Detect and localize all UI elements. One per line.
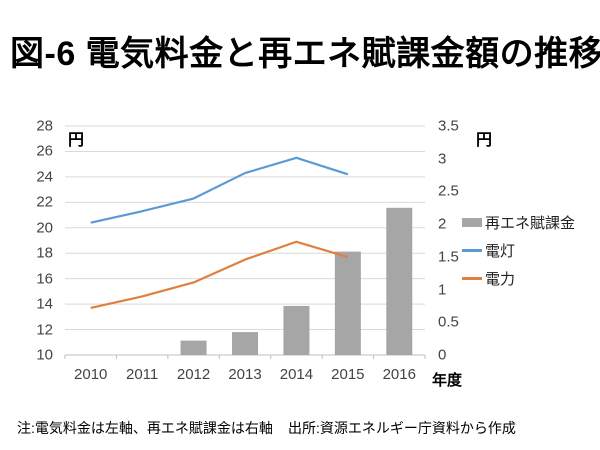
legend-item-power: 電力 <box>462 264 575 292</box>
left-axis-unit-label: 円 <box>68 132 85 149</box>
bar-2015 <box>334 251 361 355</box>
axis-note: 注:電気料金は左軸、再エネ賦課金は右軸 <box>17 420 273 436</box>
line-series <box>90 240 349 310</box>
legend-label-power: 電力 <box>485 270 516 288</box>
x-axis-tick-label: 2016 <box>382 366 416 383</box>
right-axis-tick-label: 0 <box>438 346 447 364</box>
figure-title: 図-6 電気料金と再エネ賦課金額の推移 <box>10 35 600 73</box>
x-axis-title: 年度 <box>432 372 463 389</box>
x-axis-tick-label: 2012 <box>176 366 211 383</box>
legend-item-lighting: 電灯 <box>462 236 575 264</box>
bar-swatch-icon <box>462 217 482 227</box>
left-axis-tick-label: 18 <box>36 244 53 262</box>
legend-item-surcharge: 再エネ賦課金 <box>462 208 575 236</box>
left-axis-tick-label: 10 <box>36 346 53 364</box>
x-axis-tick-label: 2010 <box>74 366 108 383</box>
right-axis-tick-label: 0.5 <box>438 313 459 331</box>
line-swatch-icon <box>462 276 482 280</box>
right-axis-tick-label: 3.5 <box>438 117 459 135</box>
line-series <box>90 156 349 224</box>
right-axis-tick-label: 2 <box>438 215 447 233</box>
bar-2016 <box>386 207 413 355</box>
bar-2013 <box>232 332 258 355</box>
line-swatch-icon <box>462 248 482 252</box>
legend-label-surcharge: 再エネ賦課金 <box>485 214 576 232</box>
left-axis-tick-label: 22 <box>36 193 53 211</box>
left-axis-tick-label: 26 <box>36 142 53 160</box>
legend: 再エネ賦課金 電灯 電力 <box>462 208 575 292</box>
bar-2012 <box>180 340 207 355</box>
x-axis-tick-label: 2013 <box>228 366 262 383</box>
right-axis-tick-label: 1 <box>438 281 447 299</box>
bar-2014 <box>283 305 310 355</box>
left-axis-tick-label: 12 <box>36 321 53 339</box>
x-axis-tick-label: 2011 <box>126 366 159 383</box>
left-axis-tick-label: 20 <box>36 219 53 237</box>
legend-label-lighting: 電灯 <box>485 242 516 260</box>
left-axis-tick-label: 24 <box>36 168 53 186</box>
right-axis-tick-label: 3 <box>438 150 447 168</box>
source-note: 出所:資源エネルギー庁資料から作成 <box>288 420 516 436</box>
right-axis-tick-label: 1.5 <box>438 248 459 266</box>
left-axis-tick-label: 14 <box>36 295 53 313</box>
x-axis-tick-label: 2015 <box>331 366 365 383</box>
right-axis-tick-label: 2.5 <box>438 182 459 200</box>
x-axis-tick-label: 2014 <box>279 366 314 383</box>
right-axis-unit-label: 円 <box>476 132 493 149</box>
left-axis-tick-label: 28 <box>36 117 53 135</box>
left-axis-tick-label: 16 <box>36 270 53 288</box>
